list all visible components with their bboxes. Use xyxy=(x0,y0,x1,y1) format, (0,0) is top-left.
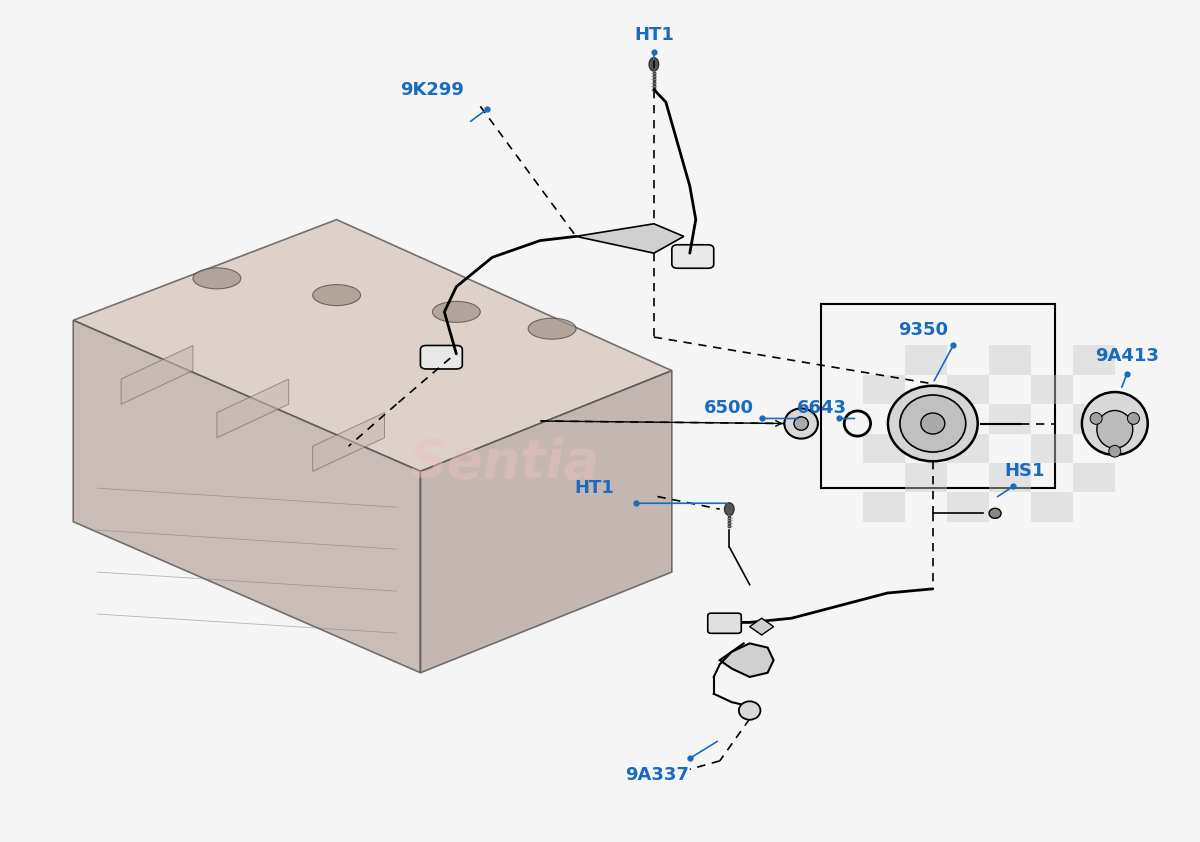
Text: 9A413: 9A413 xyxy=(1094,347,1159,365)
Ellipse shape xyxy=(725,503,734,515)
Polygon shape xyxy=(720,643,774,677)
Bar xyxy=(1073,404,1115,434)
Bar xyxy=(1031,493,1073,522)
Ellipse shape xyxy=(649,57,659,71)
Bar xyxy=(905,404,947,434)
Bar xyxy=(947,434,989,463)
Text: 6500: 6500 xyxy=(704,399,755,418)
Ellipse shape xyxy=(989,509,1001,519)
Polygon shape xyxy=(217,379,289,438)
Ellipse shape xyxy=(739,701,761,720)
Text: 9K299: 9K299 xyxy=(401,81,464,99)
Bar xyxy=(947,375,989,404)
Ellipse shape xyxy=(785,408,818,439)
Bar xyxy=(863,375,905,404)
Polygon shape xyxy=(313,413,384,472)
Bar xyxy=(822,303,1055,488)
Ellipse shape xyxy=(1109,445,1121,457)
Text: 6643: 6643 xyxy=(797,399,846,418)
Ellipse shape xyxy=(432,301,480,322)
FancyBboxPatch shape xyxy=(672,245,714,269)
Text: 9A337: 9A337 xyxy=(625,766,690,784)
Text: 9350: 9350 xyxy=(899,322,948,339)
Bar xyxy=(863,493,905,522)
Polygon shape xyxy=(121,345,193,404)
Bar xyxy=(1073,463,1115,493)
Text: HT1: HT1 xyxy=(634,26,674,44)
Ellipse shape xyxy=(888,386,978,461)
FancyBboxPatch shape xyxy=(708,613,742,633)
Bar xyxy=(947,493,989,522)
Polygon shape xyxy=(576,224,684,253)
Polygon shape xyxy=(73,320,420,673)
Ellipse shape xyxy=(313,285,360,306)
Polygon shape xyxy=(420,370,672,673)
Text: HT1: HT1 xyxy=(574,479,614,497)
Ellipse shape xyxy=(528,318,576,339)
Bar xyxy=(989,345,1031,375)
Text: HS1: HS1 xyxy=(1004,462,1045,480)
Ellipse shape xyxy=(193,268,241,289)
Bar xyxy=(905,345,947,375)
Bar xyxy=(989,404,1031,434)
Polygon shape xyxy=(750,618,774,635)
Ellipse shape xyxy=(1097,411,1133,448)
Bar xyxy=(1031,434,1073,463)
Ellipse shape xyxy=(1128,413,1140,424)
Ellipse shape xyxy=(900,395,966,452)
Polygon shape xyxy=(73,220,672,472)
Ellipse shape xyxy=(1090,413,1102,424)
Bar xyxy=(989,463,1031,493)
Ellipse shape xyxy=(920,413,944,434)
Bar xyxy=(905,463,947,493)
Ellipse shape xyxy=(794,417,809,430)
Text: Sentia: Sentia xyxy=(409,437,599,489)
Bar xyxy=(863,434,905,463)
Ellipse shape xyxy=(1082,392,1147,455)
FancyBboxPatch shape xyxy=(420,345,462,369)
Bar xyxy=(1031,375,1073,404)
Bar xyxy=(1073,345,1115,375)
